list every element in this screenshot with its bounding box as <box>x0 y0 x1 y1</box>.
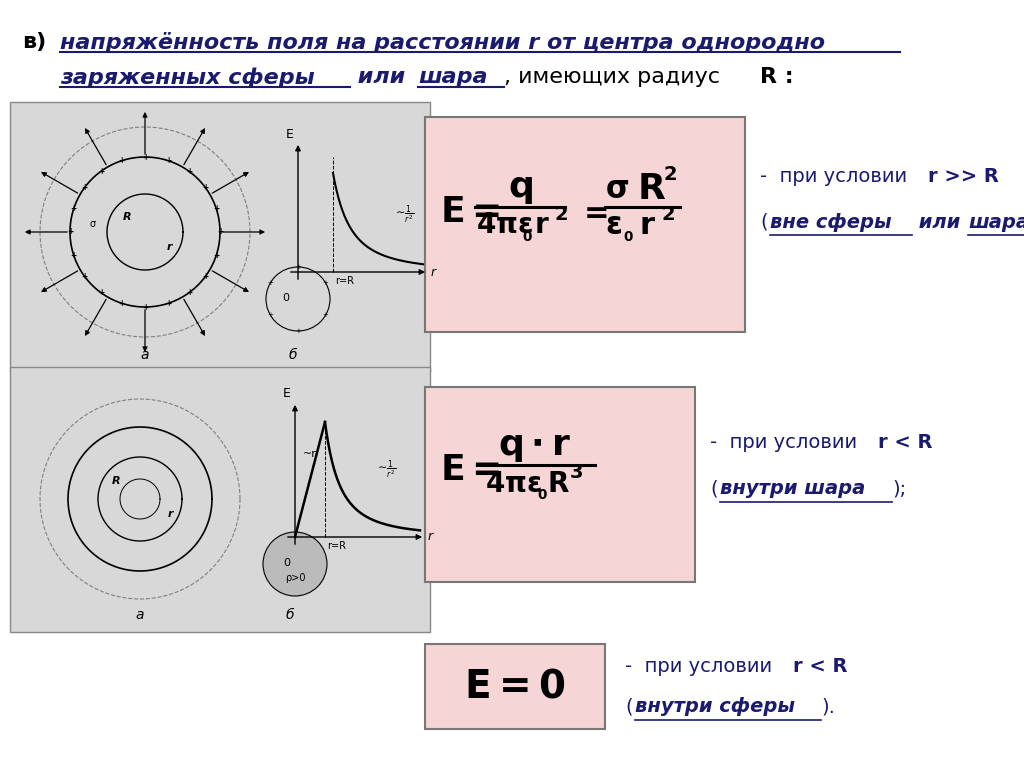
Text: $_\mathbf{0}$: $_\mathbf{0}$ <box>623 225 634 243</box>
Text: +: + <box>81 272 87 281</box>
Text: +: + <box>142 153 148 162</box>
Text: r: r <box>431 265 436 278</box>
Circle shape <box>263 532 327 596</box>
Text: $\mathbf{\sigma}$: $\mathbf{\sigma}$ <box>605 175 629 203</box>
Text: +: + <box>295 328 301 334</box>
Text: $\mathbf{4\pi\varepsilon}$: $\mathbf{4\pi\varepsilon}$ <box>485 470 542 498</box>
Text: +: + <box>165 299 171 308</box>
Text: E: E <box>286 128 294 141</box>
Text: σ: σ <box>90 219 96 229</box>
Text: $\mathbf{4\pi\varepsilon}$: $\mathbf{4\pi\varepsilon}$ <box>476 211 532 239</box>
Text: +: + <box>323 280 329 286</box>
Text: $\mathbf{\varepsilon}$: $\mathbf{\varepsilon}$ <box>605 210 622 239</box>
Text: +: + <box>217 228 223 236</box>
FancyBboxPatch shape <box>425 117 745 332</box>
Text: +: + <box>323 312 329 318</box>
Text: +: + <box>186 167 193 176</box>
Text: $\mathbf{R}$: $\mathbf{R}$ <box>547 470 569 498</box>
Text: +: + <box>67 228 73 236</box>
FancyBboxPatch shape <box>10 102 430 372</box>
Text: $\mathbf{r}$: $\mathbf{r}$ <box>639 210 656 239</box>
Text: (: ( <box>710 479 718 499</box>
Text: +: + <box>81 183 87 193</box>
Text: $\mathbf{q \cdot r}$: $\mathbf{q \cdot r}$ <box>499 430 571 464</box>
Text: r >> R: r >> R <box>928 167 998 186</box>
Text: +: + <box>213 204 219 213</box>
Text: б: б <box>286 608 294 622</box>
Text: (: ( <box>760 212 768 232</box>
Text: -  при условии: - при условии <box>625 657 784 676</box>
Text: ρ>0: ρ>0 <box>285 573 305 583</box>
Text: $_\mathbf{0}$: $_\mathbf{0}$ <box>522 225 532 243</box>
Text: шара: шара <box>968 212 1024 232</box>
Text: +: + <box>97 288 104 297</box>
Text: +: + <box>71 204 77 213</box>
Text: r=R: r=R <box>335 276 354 286</box>
Text: $\mathbf{2}$: $\mathbf{2}$ <box>662 205 675 223</box>
Text: (: ( <box>625 697 633 716</box>
Text: r: r <box>167 242 172 252</box>
Text: а: а <box>140 348 150 362</box>
Text: вне сферы: вне сферы <box>770 212 892 232</box>
Text: $\mathbf{=}$: $\mathbf{=}$ <box>578 197 608 226</box>
Text: r=R: r=R <box>327 541 346 551</box>
Text: в): в) <box>22 32 46 52</box>
Text: или: или <box>912 212 967 232</box>
Text: $\mathbf{R}$: $\mathbf{R}$ <box>637 172 666 206</box>
Text: +: + <box>142 302 148 311</box>
Text: $\sim\!\frac{1}{r^2}$: $\sim\!\frac{1}{r^2}$ <box>393 203 414 225</box>
Text: +: + <box>203 183 209 193</box>
Text: +: + <box>213 251 219 260</box>
Text: $\mathbf{E=}$: $\mathbf{E=}$ <box>440 453 500 487</box>
Text: +: + <box>267 312 273 318</box>
Text: б: б <box>289 348 297 362</box>
Text: ).: ). <box>821 697 835 716</box>
FancyBboxPatch shape <box>425 644 605 729</box>
Text: шара: шара <box>418 67 487 87</box>
Text: заряженных сферы: заряженных сферы <box>60 67 314 87</box>
Text: r < R: r < R <box>793 657 848 676</box>
Text: +: + <box>295 264 301 270</box>
Text: +: + <box>203 272 209 281</box>
Text: напряжённость поля на расстоянии r от центра однородно: напряжённость поля на расстоянии r от це… <box>60 32 825 53</box>
Text: r < R: r < R <box>878 433 933 452</box>
Text: -  при условии: - при условии <box>710 433 869 452</box>
Text: а: а <box>136 608 144 622</box>
Text: 0: 0 <box>283 293 290 303</box>
Text: +: + <box>186 288 193 297</box>
Text: ~r: ~r <box>303 449 316 459</box>
Text: $\mathbf{E=}$: $\mathbf{E=}$ <box>440 195 500 229</box>
FancyBboxPatch shape <box>425 387 695 582</box>
Text: внутри сферы: внутри сферы <box>635 697 795 716</box>
Text: $\mathbf{E = 0}$: $\mathbf{E = 0}$ <box>464 667 565 706</box>
Text: -  при условии: - при условии <box>760 167 920 186</box>
Text: );: ); <box>892 479 906 499</box>
Text: $\mathbf{3}$: $\mathbf{3}$ <box>569 463 583 482</box>
Text: $\mathbf{q}$: $\mathbf{q}$ <box>508 172 532 206</box>
Text: $_\mathbf{0}$: $_\mathbf{0}$ <box>537 483 548 502</box>
Text: внутри шара: внутри шара <box>720 479 865 499</box>
Text: +: + <box>71 251 77 260</box>
Text: r: r <box>428 531 433 544</box>
Text: +: + <box>119 299 125 308</box>
FancyBboxPatch shape <box>10 367 430 632</box>
Text: , имеющих радиус: , имеющих радиус <box>504 67 727 87</box>
Text: R: R <box>112 476 121 486</box>
Text: +: + <box>97 167 104 176</box>
Text: $\mathbf{r}$: $\mathbf{r}$ <box>534 211 550 239</box>
Text: 0: 0 <box>284 558 291 568</box>
Text: +: + <box>165 156 171 165</box>
Text: $\mathbf{2}$: $\mathbf{2}$ <box>663 166 677 185</box>
Text: +: + <box>267 280 273 286</box>
Text: R: R <box>123 212 132 222</box>
Text: $\mathbf{2}$: $\mathbf{2}$ <box>554 205 568 223</box>
Text: +: + <box>119 156 125 165</box>
Text: E: E <box>283 387 291 400</box>
Text: R :: R : <box>760 67 794 87</box>
Text: или: или <box>350 67 413 87</box>
Text: $\sim\!\frac{1}{r^2}$: $\sim\!\frac{1}{r^2}$ <box>375 458 396 481</box>
Text: r: r <box>168 509 173 519</box>
